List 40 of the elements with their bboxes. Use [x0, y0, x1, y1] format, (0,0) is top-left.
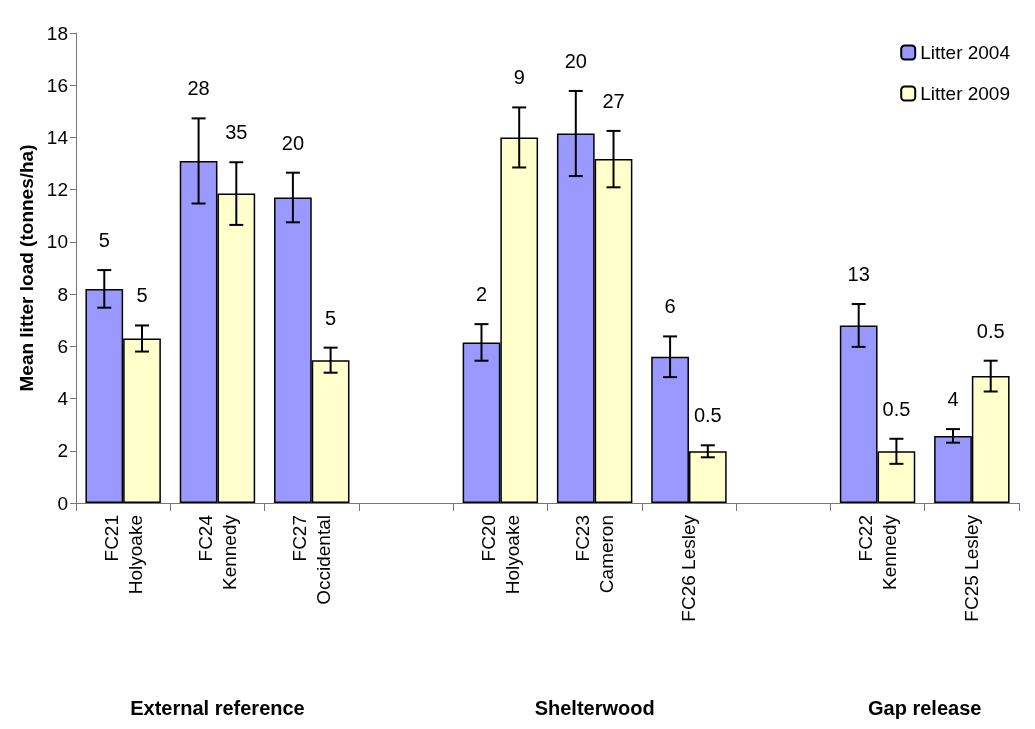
- annotation: 5: [98, 229, 110, 252]
- annotation: 9: [513, 66, 525, 89]
- annotation: 27: [602, 89, 625, 112]
- annotation: 2: [475, 283, 488, 306]
- y-tick-label: 4: [57, 388, 69, 410]
- legend-label: Litter 2004: [920, 42, 1011, 63]
- annotation: 0.5: [976, 319, 1005, 342]
- x-tick-label: FC25 Lesley: [961, 514, 983, 622]
- y-tick-label: 0: [57, 492, 68, 514]
- y-axis-title: Mean litter load (tonnes/ha): [15, 144, 37, 392]
- y-tick-label: 16: [46, 74, 68, 96]
- y-tick-label: 10: [46, 231, 68, 253]
- x-tick-label: FC20 Holyoake: [477, 515, 523, 595]
- text: Shelterwood: [534, 697, 655, 719]
- y-tick-label: 18: [46, 22, 68, 44]
- y-tick-label: 2: [57, 440, 68, 462]
- annotation: 13: [847, 263, 870, 286]
- annotation: 5: [136, 284, 148, 307]
- x-tick-label: FC27 Occidental: [289, 515, 335, 605]
- y-tick-label: 12: [46, 179, 68, 201]
- annotation: 0.5: [882, 397, 911, 420]
- text: Gap release: [867, 697, 982, 719]
- annotation: 5: [325, 306, 337, 329]
- x-tick-label: FC26 Lesley: [678, 514, 700, 622]
- annotation: 35: [225, 121, 248, 144]
- annotation: 6: [664, 295, 676, 318]
- annotation: 20: [564, 49, 587, 72]
- x-tick-label: FC24 Kennedy: [194, 514, 240, 591]
- text: External reference: [130, 697, 305, 719]
- y-tick-label: 14: [46, 126, 69, 148]
- annotation: 0.5: [693, 404, 722, 427]
- y-tick-label: 8: [57, 283, 68, 305]
- x-tick-label: FC21 Holyoake: [100, 515, 146, 595]
- x-tick-label: FC23 Cameron: [572, 515, 618, 594]
- y-tick-label: 6: [57, 335, 68, 357]
- annotation: 4: [947, 388, 959, 411]
- x-tick-label: FC22 Kennedy: [855, 514, 901, 591]
- legend-label: Litter 2009: [920, 83, 1011, 104]
- annotation: 28: [187, 77, 210, 100]
- annotation: 20: [281, 131, 305, 154]
